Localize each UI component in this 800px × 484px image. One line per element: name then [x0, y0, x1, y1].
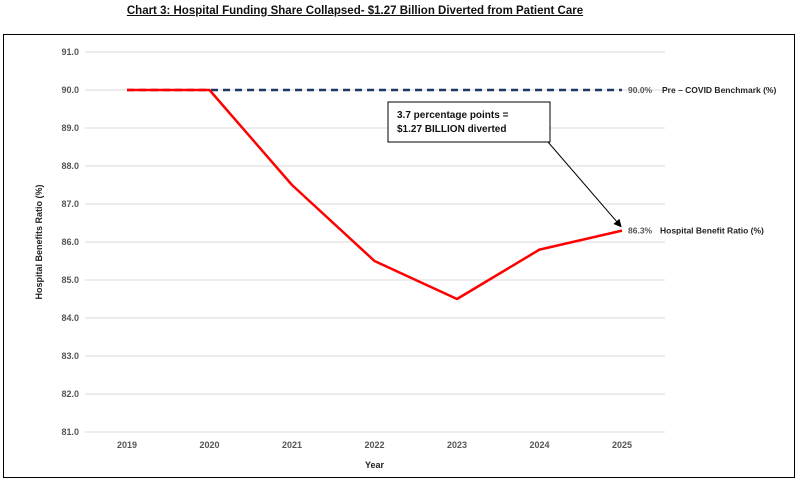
- x-tick-labels: 2019 2020 2021 2022 2023 2024 2025: [117, 440, 632, 450]
- x-tick-label: 2025: [612, 440, 632, 450]
- series-name-label: Pre – COVID Benchmark (%): [662, 85, 776, 95]
- series-lines: [127, 88, 623, 301]
- y-tick-label: 89.0: [61, 123, 79, 133]
- series-name-label: Hospital Benefit Ratio (%): [660, 226, 764, 236]
- x-tick-label: 2020: [199, 440, 219, 450]
- chart-frame: [3, 34, 795, 478]
- x-axis-title: Year: [365, 460, 385, 470]
- annotation-text: 3.7 percentage points =: [397, 110, 509, 121]
- annotation-box: [387, 101, 551, 143]
- x-tick-label: 2019: [117, 440, 137, 450]
- y-tick-label: 91.0: [61, 47, 79, 57]
- x-tick-label: 2023: [447, 440, 467, 450]
- annotation-text: $1.27 BILLION diverted: [397, 124, 506, 135]
- annotation: 3.7 percentage points = $1.27 BILLION div…: [387, 101, 622, 228]
- y-tick-label: 84.0: [61, 313, 79, 323]
- y-tick-label: 88.0: [61, 161, 79, 171]
- y-tick-label: 86.0: [61, 237, 79, 247]
- y-axis-title: Hospital Benefits Ratio (%): [34, 184, 44, 299]
- series-labels: 90.0% Pre – COVID Benchmark (%) 86.3% Hospi…: [628, 85, 776, 236]
- y-tick-label: 90.0: [61, 85, 79, 95]
- y-tick-label: 83.0: [61, 351, 79, 361]
- series-end-value: 86.3%: [628, 226, 653, 236]
- y-tick-label: 87.0: [61, 199, 79, 209]
- series-end-value: 90.0%: [628, 85, 653, 95]
- y-tick-label: 85.0: [61, 275, 79, 285]
- x-tick-label: 2022: [364, 440, 384, 450]
- chart-title: Chart 3: Hospital Funding Share Collapse…: [126, 5, 584, 17]
- y-tick-labels: 81.0 82.0 83.0 84.0 85.0 86.0 87.0 88.0 89.0 90.0…: [61, 47, 79, 437]
- x-tick-label: 2021: [282, 440, 302, 450]
- annotation-arrow: [547, 141, 622, 228]
- y-tick-label: 82.0: [61, 389, 79, 399]
- y-tick-label: 81.0: [61, 427, 79, 437]
- x-tick-label: 2024: [529, 440, 549, 450]
- gridlines: [85, 51, 665, 433]
- series-line-1: [127, 88, 623, 301]
